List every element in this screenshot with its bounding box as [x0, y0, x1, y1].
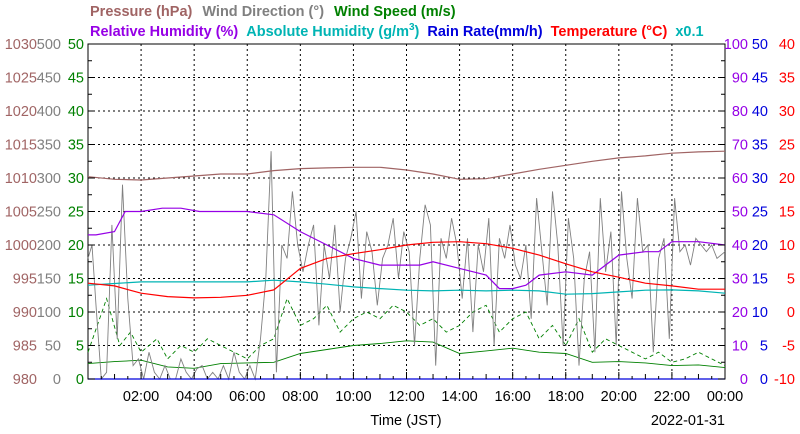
grid	[88, 44, 725, 379]
relative_humidity-tick-label: 100	[724, 37, 748, 53]
x-tick-label: 10:00	[335, 389, 371, 405]
legend-item-r2-2: Rain Rate(mm/h)	[427, 24, 542, 40]
pressure-tick-label: 1025	[5, 71, 37, 87]
legend-item-1: Wind Direction (°)	[202, 4, 324, 20]
pressure-tick-label: 985	[13, 339, 37, 355]
relative_humidity-tick-label: 60	[732, 171, 748, 187]
legend-item-0: Pressure (hPa)	[90, 4, 193, 20]
x-tick-label: 20:00	[601, 389, 637, 405]
temperature-tick-label: 10	[779, 238, 795, 254]
temperature-tick-label: 20	[779, 171, 795, 187]
legend-item-r2-3: Temperature (°C)	[551, 24, 668, 40]
x-tick-label: 14:00	[441, 389, 477, 405]
x-tick-label: 22:00	[654, 389, 690, 405]
rain_rate-tick-label: 50	[752, 37, 768, 53]
wind_speed-tick-label: 15	[68, 272, 84, 288]
wind_direction-tick-label: 500	[37, 37, 61, 53]
pressure-tick-label: 1015	[5, 138, 37, 154]
relative_humidity-tick-label: 10	[732, 339, 748, 355]
x-tick-label: 08:00	[282, 389, 318, 405]
date-label: 2022-01-31	[651, 413, 725, 429]
temperature-tick-label: 5	[787, 272, 795, 288]
temperature-tick-label: 15	[779, 205, 795, 221]
relative_humidity-tick-label: 80	[732, 104, 748, 120]
wind_speed-tick-label: 40	[68, 104, 84, 120]
pressure-tick-label: 1010	[5, 171, 37, 187]
x-axis: 02:00 04:00 06:00 08:00 10:00 12:00 14:00 16:00…	[100, 372, 743, 405]
series-line-pressure-hpa	[87, 150, 726, 181]
legend-item-r2-4: x0.1	[675, 24, 703, 40]
pressure-tick-label: 980	[13, 372, 37, 388]
wind_speed-tick-label: 10	[68, 305, 84, 321]
wind_direction-tick-label: 300	[37, 171, 61, 187]
wind_direction-tick-label: 200	[37, 238, 61, 254]
temperature-tick-label: 30	[779, 104, 795, 120]
legend-item-r2-1: Absolute Humidity (g/m3)	[246, 22, 419, 40]
x-tick-label: 02:00	[123, 389, 159, 405]
series-line-temperature-c	[87, 241, 725, 299]
wind_speed-tick-label: 25	[68, 205, 84, 221]
x-tick-label: 04:00	[176, 389, 212, 405]
wind_direction-tick-label: 100	[37, 305, 61, 321]
rain_rate-tick-label: 5	[760, 339, 768, 355]
pressure-tick-label: 1030	[5, 37, 37, 53]
wind_direction-tick-label: 50	[45, 339, 61, 355]
pressure-tick-label: 1005	[5, 205, 37, 221]
relative_humidity-tick-label: 0	[740, 372, 748, 388]
wind_speed-tick-label: 5	[76, 339, 84, 355]
x-tick-label: 18:00	[548, 389, 584, 405]
relative_humidity-tick-label: 40	[732, 238, 748, 254]
wind_direction-tick-label: 450	[37, 71, 61, 87]
rain_rate-tick-label: 25	[752, 205, 768, 221]
wind_direction-tick-label: 350	[37, 138, 61, 154]
rain_rate-tick-label: 20	[752, 238, 768, 254]
x-tick-label: 16:00	[495, 389, 531, 405]
wind_direction-tick-label: 0	[53, 372, 61, 388]
wind_speed-tick-label: 50	[68, 37, 84, 53]
series-line-wind-speed-m-s	[87, 340, 726, 369]
temperature-tick-label: -5	[782, 339, 795, 355]
wind_speed-tick-label: 0	[76, 372, 84, 388]
series-line-wind-speed-gust-m-s	[87, 297, 726, 367]
rain_rate-tick-label: 15	[752, 272, 768, 288]
legend: Pressure (hPa) Wind Direction (°) Wind Spe…	[90, 4, 704, 40]
wind_direction-tick-label: 250	[37, 205, 61, 221]
temperature-tick-label: 0	[787, 305, 795, 321]
rain_rate-tick-label: 10	[752, 305, 768, 321]
relative_humidity-tick-label: 50	[732, 205, 748, 221]
relative_humidity-tick-label: 90	[732, 71, 748, 87]
rain_rate-tick-label: 45	[752, 71, 768, 87]
legend-item-2: Wind Speed (m/s)	[334, 4, 456, 20]
rain_rate-tick-label: 0	[760, 372, 768, 388]
wind_speed-tick-label: 30	[68, 171, 84, 187]
temperature-tick-label: -10	[774, 372, 795, 388]
wind_direction-tick-label: 400	[37, 104, 61, 120]
y-axes: 1030102510201015101010051000995990985980…	[5, 37, 795, 388]
pressure-tick-label: 1000	[5, 238, 37, 254]
wind_speed-tick-label: 35	[68, 138, 84, 154]
wind_direction-tick-label: 150	[37, 272, 61, 288]
x-axis-label: Time (JST)	[370, 413, 441, 429]
temperature-tick-label: 40	[779, 37, 795, 53]
x-tick-label: 12:00	[388, 389, 424, 405]
pressure-tick-label: 995	[13, 272, 37, 288]
wind_speed-tick-label: 20	[68, 238, 84, 254]
x-tick-label: 00:00	[707, 389, 743, 405]
relative_humidity-tick-label: 30	[732, 272, 748, 288]
rain_rate-tick-label: 35	[752, 138, 768, 154]
wind_speed-tick-label: 45	[68, 71, 84, 87]
series-line-absolute-humidity-g-m3	[87, 279, 726, 295]
pressure-tick-label: 990	[13, 305, 37, 321]
legend-item-r2-0: Relative Humidity (%)	[90, 24, 238, 40]
temperature-tick-label: 35	[779, 71, 795, 87]
rain_rate-tick-label: 30	[752, 171, 768, 187]
temperature-tick-label: 25	[779, 138, 795, 154]
relative_humidity-tick-label: 20	[732, 305, 748, 321]
relative_humidity-tick-label: 70	[732, 138, 748, 154]
rain_rate-tick-label: 40	[752, 104, 768, 120]
pressure-tick-label: 1020	[5, 104, 37, 120]
x-tick-label: 06:00	[229, 389, 265, 405]
series-line-relative-humidity	[88, 207, 726, 290]
